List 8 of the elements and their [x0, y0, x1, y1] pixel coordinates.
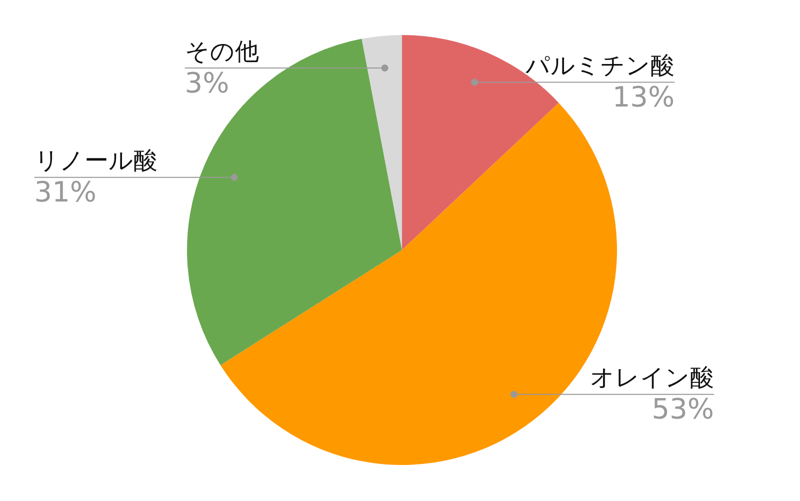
- data-label: 53%: [652, 392, 714, 426]
- slice-label: パルミチン酸: [524, 52, 675, 80]
- data-label: 3%: [184, 66, 230, 100]
- data-label: 13%: [612, 80, 675, 114]
- data-label: 31%: [34, 176, 97, 209]
- slice-label: リノール酸: [34, 146, 158, 175]
- slice-label: オレイン酸: [590, 364, 714, 392]
- slice-label: その他: [184, 37, 259, 66]
